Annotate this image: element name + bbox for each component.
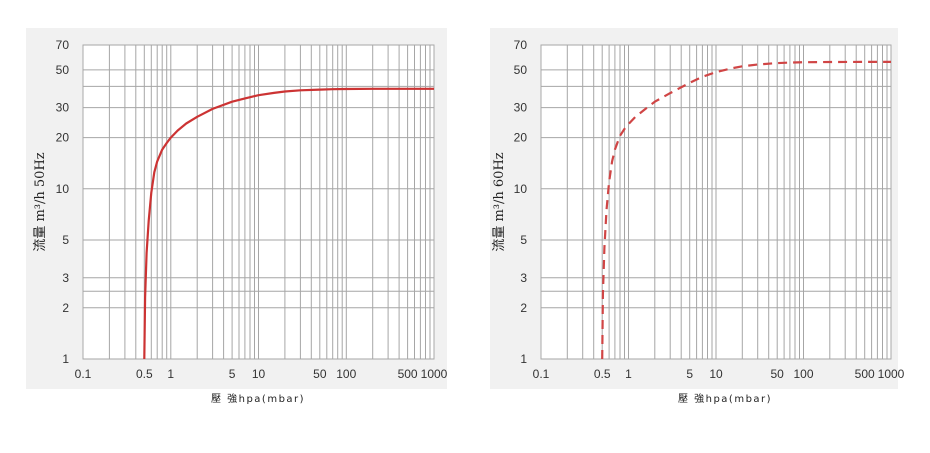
y-tick-label: 50 (56, 63, 70, 77)
y-axis-title: 流量 m³/h 50Hz (33, 152, 48, 251)
y-tick-label: 2 (520, 301, 527, 315)
x-tick-label: 10 (252, 367, 266, 381)
y-tick-label: 50 (514, 63, 528, 77)
y-tick-label: 10 (56, 182, 70, 196)
x-tick-label: 500 (398, 367, 418, 381)
x-tick-label: 100 (336, 367, 356, 381)
x-tick-label: 5 (229, 367, 236, 381)
y-tick-label: 20 (514, 131, 528, 145)
y-tick-label: 20 (56, 131, 70, 145)
y-tick-label: 1 (520, 352, 527, 366)
y-tick-label: 5 (62, 233, 69, 247)
x-tick-label: 100 (793, 367, 813, 381)
flow-chart-50hz: 1 2 3 5 10 20 30 50 70 0.1 0.5 1 5 10 50 100 500 1000 流量 m… (26, 28, 448, 405)
x-tick-label: 1 (167, 367, 174, 381)
x-tick-label: 500 (855, 367, 875, 381)
flow-chart-60hz: 1 2 3 5 10 20 30 50 70 0.1 0.5 1 5 10 50 100 500 1000 流量 m… (490, 28, 905, 405)
y-tick-label: 1 (62, 352, 69, 366)
x-tick-label: 50 (313, 367, 327, 381)
x-tick-label: 0.1 (75, 367, 92, 381)
x-tick-label: 0.5 (136, 367, 153, 381)
x-tick-label: 0.1 (533, 367, 550, 381)
x-tick-label: 5 (686, 367, 693, 381)
y-tick-label: 3 (520, 271, 527, 285)
y-tick-label: 70 (514, 38, 528, 52)
x-axis-title: 壓 強hpa(mbar) (678, 392, 772, 405)
x-tick-label: 10 (709, 367, 723, 381)
x-tick-label: 1 (625, 367, 632, 381)
x-tick-label: 0.5 (594, 367, 611, 381)
y-tick-label: 70 (56, 38, 70, 52)
y-tick-label: 5 (520, 233, 527, 247)
flow-curve-solid (143, 87, 434, 360)
x-axis-title: 壓 強hpa(mbar) (211, 392, 305, 405)
y-tick-label: 30 (514, 101, 528, 115)
x-tick-label: 1000 (878, 367, 905, 381)
y-tick-label: 3 (62, 271, 69, 285)
y-tick-label: 30 (56, 101, 70, 115)
y-axis-title: 流量 m³/h 60Hz (492, 152, 507, 251)
y-tick-label: 2 (62, 301, 69, 315)
flow-curve-dashed (601, 60, 891, 360)
y-tick-label: 10 (514, 182, 528, 196)
x-tick-label: 1000 (421, 367, 448, 381)
x-tick-label: 50 (770, 367, 784, 381)
grid-lines (541, 44, 891, 360)
